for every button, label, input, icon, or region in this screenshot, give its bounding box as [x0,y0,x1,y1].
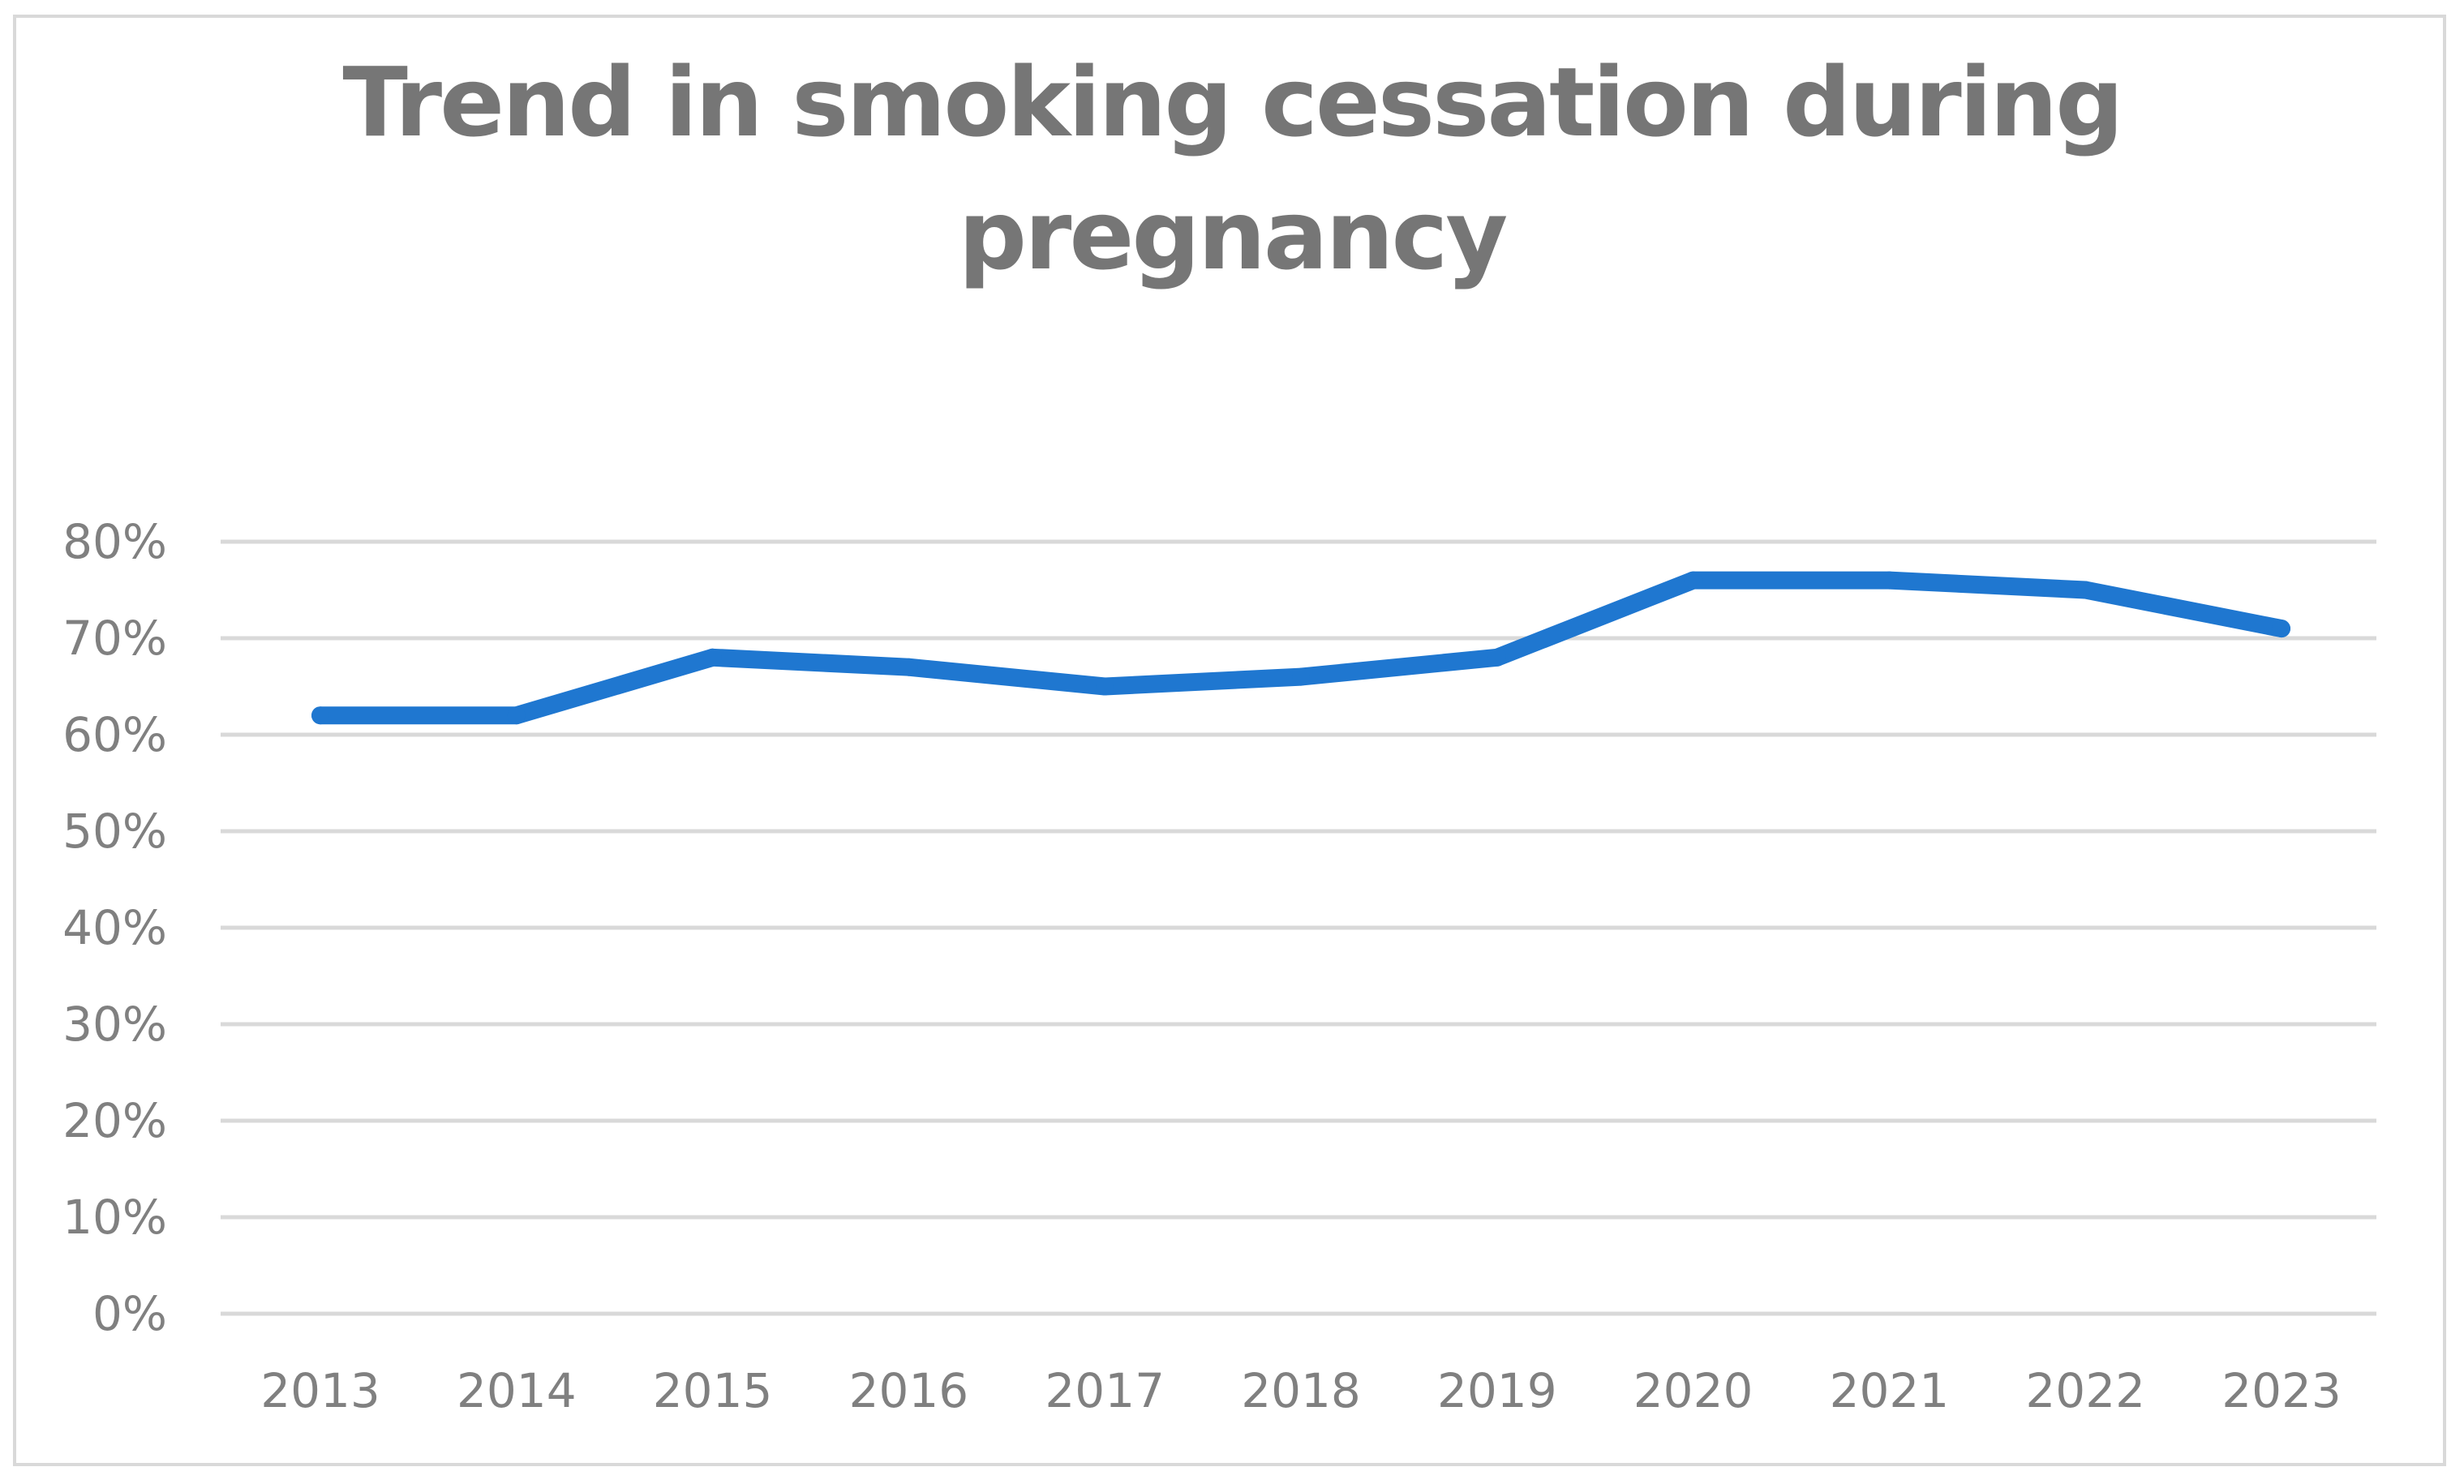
y-tick-label: 30% [62,997,167,1052]
x-tick-label: 2021 [1830,1363,1950,1418]
gridlines [221,539,2376,1316]
chart-frame [13,15,2446,1466]
y-tick-label: 20% [62,1093,167,1148]
x-tick-label: 2014 [457,1363,577,1418]
chart-title-line-1: Trend in smoking cessation during [342,46,2123,158]
data-point-2014 [507,706,526,725]
y-tick-label: 60% [62,707,167,762]
data-point-2013 [311,706,329,725]
data-point-2017 [1096,677,1114,696]
data-point-2015 [703,648,722,667]
x-tick-label: 2023 [2221,1363,2342,1418]
data-point-2019 [1487,648,1506,667]
x-tick-label: 2019 [1437,1363,1557,1418]
series-line-0 [311,571,2290,725]
data-point-2022 [2076,581,2095,599]
data-point-2018 [1292,667,1310,686]
y-axis-tick-labels: 0% 10% 20% 30% 40% 50% 60% 70% 80% [62,514,167,1341]
y-tick-label: 50% [62,804,167,859]
x-tick-label: 2013 [260,1363,380,1418]
series-layer [311,571,2290,725]
data-point-2020 [1684,571,1702,590]
chart-title: Trend in smoking cessation during pregna… [0,36,2464,302]
x-tick-label: 2016 [849,1363,969,1418]
chart-title-line-2: pregnancy [958,179,1509,291]
x-tick-label: 2015 [653,1363,773,1418]
data-point-2023 [2273,620,2290,638]
y-tick-label: 10% [62,1190,167,1245]
x-tick-label: 2018 [1241,1363,1361,1418]
x-axis-tick-labels: 2013 2014 2015 2016 2017 2018 2019 2020 2021 2022… [260,1363,2342,1418]
data-point-2021 [1880,571,1899,590]
x-tick-label: 2022 [2025,1363,2145,1418]
x-tick-label: 2020 [1633,1363,1754,1418]
x-tick-label: 2017 [1045,1363,1165,1418]
data-point-2016 [899,658,918,676]
y-tick-label: 70% [62,611,167,666]
y-tick-label: 0% [92,1286,167,1341]
y-tick-label: 40% [62,900,167,955]
y-tick-label: 80% [62,514,167,569]
